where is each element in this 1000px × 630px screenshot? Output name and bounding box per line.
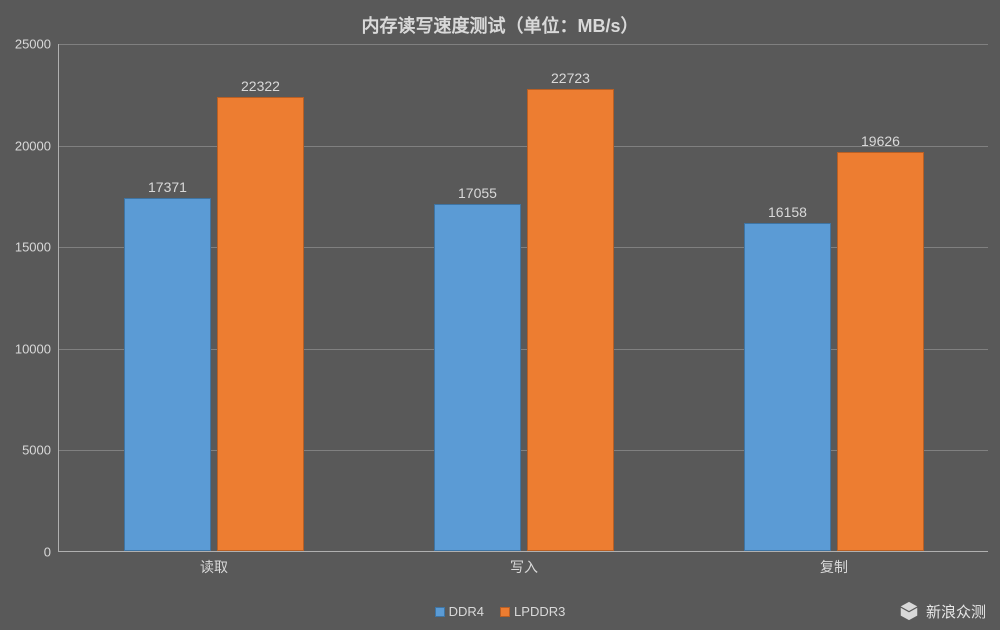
bar-value-label: 17371 [148, 179, 187, 199]
gridline [59, 44, 988, 45]
bar: 22723 [527, 89, 614, 551]
x-tick-label: 写入 [510, 551, 538, 577]
x-tick-label: 复制 [820, 551, 848, 577]
x-tick-label: 读取 [200, 551, 228, 577]
cube-icon [898, 600, 920, 622]
legend-swatch [500, 607, 510, 617]
watermark: 新浪众测 [898, 600, 986, 622]
bar-value-label: 22322 [241, 78, 280, 98]
y-tick-label: 0 [44, 545, 59, 560]
bar-value-label: 22723 [551, 70, 590, 90]
legend-swatch [435, 607, 445, 617]
bar: 17371 [124, 198, 211, 551]
chart-container: 内存读写速度测试（单位：MB/s） 0500010000150002000025… [0, 0, 1000, 630]
chart-title: 内存读写速度测试（单位：MB/s） [0, 12, 1000, 38]
plot-area: 05000100001500020000250001737122322读取170… [58, 44, 988, 552]
bar: 16158 [744, 223, 831, 551]
legend-item: LPDDR3 [500, 604, 565, 619]
y-tick-label: 15000 [15, 240, 59, 255]
legend-label: DDR4 [449, 604, 484, 619]
bar-value-label: 17055 [458, 185, 497, 205]
legend-label: LPDDR3 [514, 604, 565, 619]
bar-value-label: 16158 [768, 204, 807, 224]
gridline [59, 146, 988, 147]
y-tick-label: 5000 [22, 443, 59, 458]
y-tick-label: 10000 [15, 341, 59, 356]
legend-item: DDR4 [435, 604, 484, 619]
bar-value-label: 19626 [861, 133, 900, 153]
y-tick-label: 25000 [15, 37, 59, 52]
bar: 19626 [837, 152, 924, 551]
legend: DDR4 LPDDR3 [0, 604, 1000, 619]
bar: 22322 [217, 97, 304, 551]
y-tick-label: 20000 [15, 138, 59, 153]
watermark-text: 新浪众测 [926, 601, 986, 622]
bar: 17055 [434, 204, 521, 551]
